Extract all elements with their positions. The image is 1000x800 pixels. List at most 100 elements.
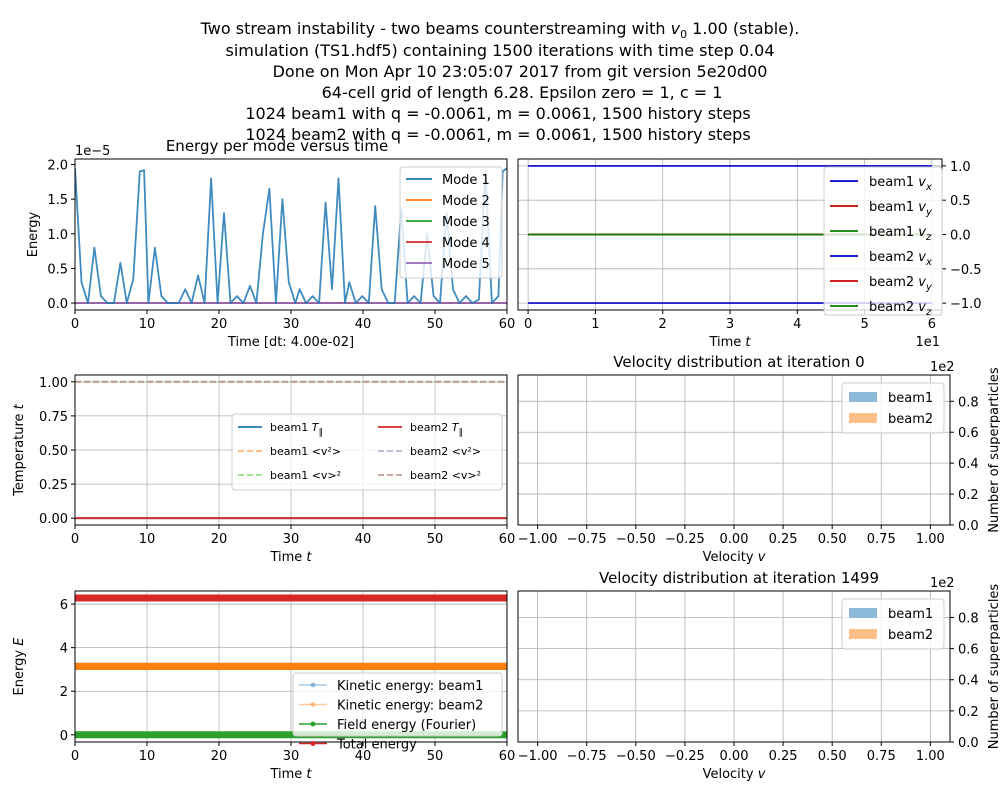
title-line-6: 1024 beam2 with q = -0.0061, m = 0.0061,… (245, 125, 750, 144)
legend-marker (310, 721, 316, 727)
legend-label: Kinetic energy: beam1 (337, 679, 483, 694)
legend-label: beam2 vz (869, 300, 932, 318)
x-axis-label: Velocity v (703, 550, 766, 565)
y-axis-label: Temperature t (12, 403, 27, 496)
y-tick-label: 0.8 (958, 395, 979, 410)
y-tick-label: 0.5 (47, 262, 68, 277)
legend-label: beam2 <v>² (410, 469, 481, 482)
x-tick-label: 30 (283, 317, 300, 332)
x-tick-label: 0 (71, 317, 79, 332)
title-line-3: Done on Mon Apr 10 23:05:07 2017 from gi… (273, 62, 768, 81)
legend-label: beam1 vz (869, 225, 932, 243)
chart-mean-velocity: 0 1 2 3 4 5 6 1.0 0.5 0.0 −0.5 −1.0 Time t 1e1 beam1 v… (517, 158, 982, 350)
x-axis-label: Time t (269, 767, 312, 782)
x-tick-label: 6 (928, 317, 936, 332)
x-tick-label: 50 (427, 749, 444, 764)
legend-frame (399, 166, 503, 279)
x-tick-label: 0.75 (867, 532, 896, 547)
x-tick-label: 4 (793, 317, 801, 332)
x-tick-label: 40 (355, 317, 372, 332)
x-tick-label: −0.50 (616, 749, 656, 764)
legend-label: Mode 3 (442, 215, 490, 230)
legend-label: beam2 <v²> (410, 445, 481, 458)
legend-swatch (849, 629, 877, 639)
legend-marker (310, 682, 316, 688)
x-axis-label: Time [dt: 4.00e-02] (227, 335, 354, 350)
legend-label: beam1 (888, 391, 933, 406)
y-offset-label: 1e−5 (75, 144, 110, 159)
legend-label: beam1 vx (869, 175, 932, 193)
x-tick-label: 1.00 (916, 749, 945, 764)
chart-title: Energy per mode versus time (166, 137, 388, 155)
legend-swatch (849, 608, 877, 618)
legend-label: beam2 vx (869, 250, 932, 268)
x-tick-label: 5 (860, 317, 868, 332)
legend-label: Mode 2 (442, 194, 490, 209)
x-tick-label: −0.25 (665, 749, 705, 764)
series-marker-field-energy (504, 731, 507, 738)
x-tick-label: −0.50 (616, 532, 656, 547)
legend-label: Field energy (Fourier) (337, 718, 476, 733)
y-tick-label: 1.00 (39, 376, 68, 391)
y-tick-label: 0 (60, 729, 68, 744)
legend: beam1 T∥ beam1 <v²> beam1 <v>² beam2 T∥ beam… (231, 413, 503, 491)
x-tick-label: 10 (139, 532, 156, 547)
y-tick-label: −1.0 (950, 297, 982, 312)
y-axis-label: Energy (26, 211, 41, 257)
y-tick-label: 0.5 (950, 194, 971, 209)
chart-velocity-distribution-0: −1.00 −0.75 −0.50 −0.25 0.00 0.25 0.50 0.75 1.00… (517, 353, 1000, 565)
legend-label: beam1 T∥ (270, 421, 323, 438)
x-tick-label: 0.25 (769, 749, 798, 764)
y-tick-label: 0.50 (39, 444, 68, 459)
legend-label: Mode 5 (442, 257, 490, 272)
x-tick-label: 0.00 (720, 749, 749, 764)
x-tick-label: 20 (211, 317, 228, 332)
legend-label: beam1 <v²> (270, 445, 341, 458)
legend-label: beam2 T∥ (410, 421, 463, 438)
x-tick-label: −0.75 (567, 532, 607, 547)
y-axis-label: Number of superparticles (987, 367, 1000, 533)
chart-energy-per-mode: 0 10 20 30 40 50 60 0.0 0.5 1.0 1.5 2.0 Time [dt: 4.… (26, 137, 515, 350)
x-tick-label: −0.75 (567, 749, 607, 764)
title-line-4: 64-cell grid of length 6.28. Epsilon zer… (322, 83, 723, 102)
x-tick-label: −0.25 (665, 532, 705, 547)
y-tick-label: −0.5 (950, 263, 982, 278)
legend-label: Mode 4 (442, 236, 490, 251)
legend: Kinetic energy: beam1 Kinetic energy: bea… (292, 672, 503, 753)
y-axis-label: Number of superparticles (987, 584, 1000, 750)
legend-frame (292, 672, 503, 737)
x-tick-label: 40 (355, 532, 372, 547)
title-line-2: simulation (TS1.hdf5) containing 1500 it… (226, 41, 775, 60)
x-tick-label: −1.00 (518, 749, 558, 764)
chart-temperature: 0 10 20 30 40 50 60 0.00 0.25 0.50 0.75 1.00 Time t T… (12, 374, 515, 565)
chart-title: Velocity distribution at iteration 1499 (599, 569, 879, 587)
legend-label: beam2 (888, 628, 933, 643)
x-tick-label: 50 (427, 532, 444, 547)
legend-label: Mode 1 (442, 173, 490, 188)
plot-area (75, 167, 507, 305)
y-tick-label: 0.0 (950, 229, 971, 244)
y-tick-label: 0.25 (39, 478, 68, 493)
legend: beam1 beam2 (841, 382, 945, 434)
legend-frame (823, 166, 943, 316)
y-tick-label: 1.5 (47, 193, 68, 208)
y-tick-label: 0.6 (958, 426, 979, 441)
legend-label: Kinetic energy: beam2 (337, 699, 483, 714)
legend-label: beam1 vy (869, 200, 933, 218)
x-tick-label: 10 (139, 317, 156, 332)
legend-label: beam1 (888, 607, 933, 622)
legend-label: Total energy (336, 738, 417, 753)
x-tick-label: 1 (591, 317, 599, 332)
chart-energy-totals: 0 10 20 30 40 50 60 0 2 4 6 Time t Energy E Kinetic e… (12, 590, 515, 782)
legend-label: beam1 <v>² (270, 469, 341, 482)
y-tick-label: 0.4 (958, 457, 979, 472)
legend-swatch (849, 392, 877, 402)
x-offset-label: 1e1 (915, 335, 940, 350)
x-tick-label: 3 (726, 317, 734, 332)
legend-swatch (849, 413, 877, 423)
y-tick-label: 0.8 (958, 611, 979, 626)
legend-marker (310, 702, 316, 707)
legend: beam1 vx beam1 vy beam1 vz beam2 vx beam2 vy… (823, 166, 943, 318)
x-axis-label: Velocity v (703, 767, 766, 782)
